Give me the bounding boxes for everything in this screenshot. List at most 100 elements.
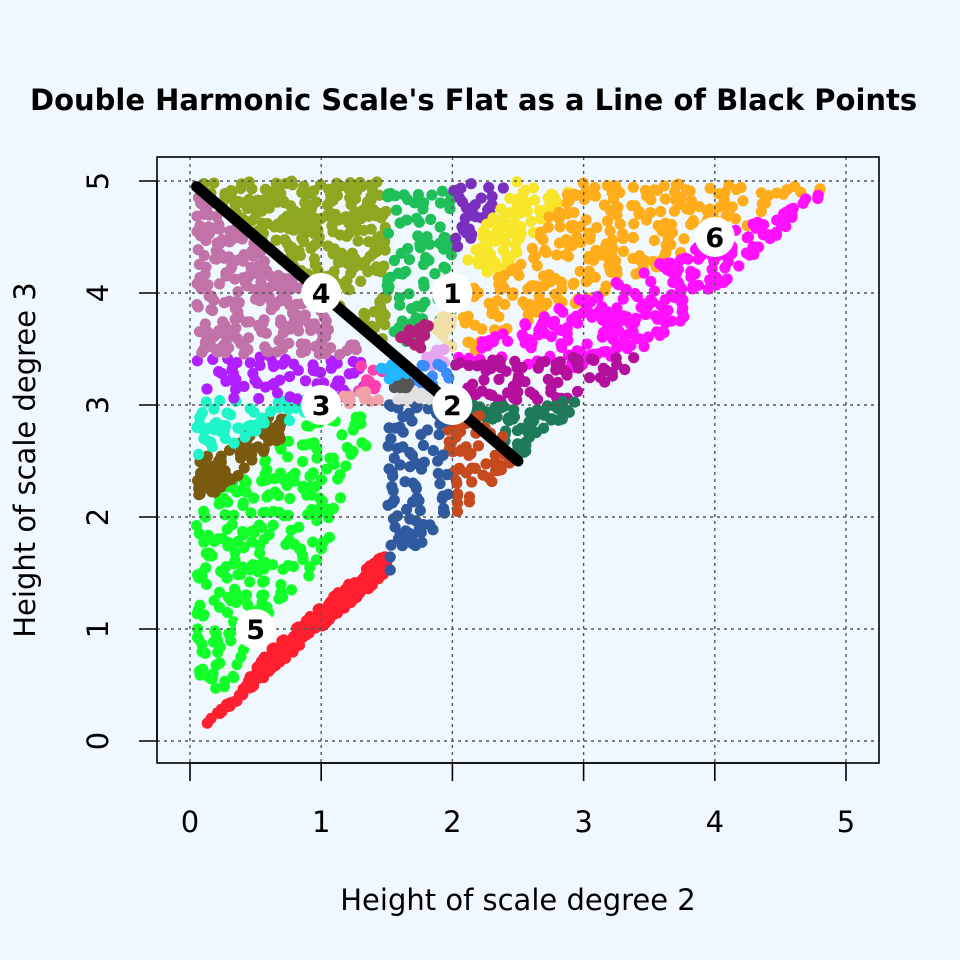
data-point [393, 393, 405, 405]
data-point [642, 331, 654, 343]
data-point [685, 218, 697, 231]
data-point [631, 291, 643, 303]
data-point [467, 378, 479, 390]
data-point [486, 389, 498, 401]
data-point [248, 492, 260, 504]
data-point [627, 325, 639, 337]
data-point [502, 227, 514, 239]
data-point [407, 477, 419, 489]
data-point [284, 371, 296, 383]
data-point [305, 324, 317, 336]
data-point [563, 240, 575, 252]
data-point [594, 372, 607, 384]
data-point [257, 507, 269, 519]
data-point [268, 361, 280, 373]
data-point [617, 314, 629, 326]
data-point [365, 190, 377, 202]
data-point [214, 707, 226, 720]
data-point [432, 358, 444, 370]
data-point [617, 228, 629, 240]
data-point [219, 675, 231, 687]
data-point [719, 187, 731, 199]
data-point [610, 180, 622, 192]
data-point [462, 310, 474, 322]
data-point [390, 204, 403, 216]
data-point [341, 253, 353, 265]
data-point [666, 226, 679, 239]
data-point [297, 456, 309, 468]
data-point [533, 290, 545, 302]
data-point [412, 230, 424, 242]
data-point [220, 561, 232, 573]
data-point [205, 712, 217, 725]
data-point [444, 203, 456, 215]
data-point [382, 227, 394, 239]
data-point [532, 362, 544, 374]
data-point [483, 181, 495, 194]
data-point [481, 218, 493, 230]
data-point [242, 332, 255, 344]
data-point [413, 495, 425, 507]
data-point [259, 454, 272, 466]
data-point [310, 341, 322, 353]
data-point [669, 264, 682, 276]
data-point [495, 203, 507, 215]
data-point [512, 374, 524, 386]
data-point [278, 195, 290, 208]
data-point [296, 549, 309, 561]
data-point [557, 306, 569, 318]
data-point [448, 185, 460, 197]
data-point [747, 218, 759, 230]
data-point [515, 258, 527, 270]
data-point [528, 389, 540, 401]
data-point [340, 460, 352, 472]
data-point [574, 265, 586, 277]
data-point [281, 273, 293, 285]
data-point [246, 454, 258, 466]
data-point [645, 275, 657, 288]
data-point [258, 533, 270, 545]
data-point [554, 221, 566, 233]
data-point [401, 503, 413, 515]
region-label-1: 1 [432, 273, 473, 313]
data-point [606, 234, 619, 246]
data-point [781, 184, 793, 196]
data-point [497, 182, 509, 194]
data-point [285, 471, 297, 483]
data-point [323, 197, 335, 209]
data-point [614, 218, 626, 230]
data-point [383, 463, 395, 475]
data-point [417, 203, 429, 215]
data-point [374, 262, 386, 274]
data-point [261, 601, 273, 613]
data-point [414, 242, 426, 254]
data-point [230, 383, 242, 395]
data-point [607, 242, 619, 254]
data-point [567, 219, 580, 232]
data-point [283, 435, 295, 447]
data-point [238, 485, 250, 497]
data-point [477, 469, 489, 481]
data-point [281, 636, 293, 648]
data-point [331, 607, 343, 619]
data-point [198, 249, 210, 262]
data-point [472, 287, 484, 299]
data-point [771, 187, 783, 199]
data-point [486, 476, 498, 488]
data-point [630, 312, 642, 324]
data-point [246, 183, 258, 195]
data-point [211, 346, 223, 358]
data-point [525, 215, 537, 227]
data-point [253, 393, 265, 405]
data-point [597, 327, 610, 339]
data-point [556, 341, 568, 353]
data-point [305, 220, 317, 232]
data-point [283, 415, 296, 427]
data-point [332, 257, 344, 269]
data-point [445, 437, 457, 449]
data-point [561, 369, 573, 381]
data-point [275, 443, 287, 455]
data-point [334, 492, 347, 504]
data-point [221, 523, 233, 535]
